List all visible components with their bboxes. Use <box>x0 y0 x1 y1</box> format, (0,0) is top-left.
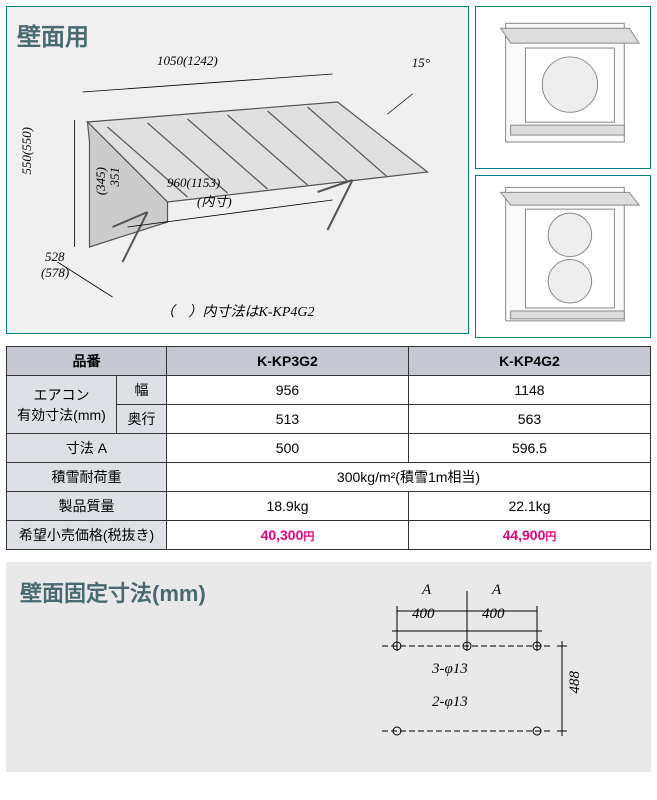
side-column <box>475 6 651 338</box>
bottom-title: 壁面固定寸法 <box>20 581 152 606</box>
main-diagram: 壁面用 <box>6 6 469 334</box>
dim-depth2: (578) <box>41 265 69 281</box>
section-title: 壁面用 <box>17 17 458 52</box>
bottom-unit: (mm) <box>152 581 206 606</box>
install-image-2 <box>475 175 651 338</box>
td-w2: 1148 <box>408 376 650 405</box>
dim-depth1: 528 <box>45 249 65 265</box>
th-mass: 製品質量 <box>7 492 167 521</box>
td-p2: 44,900円 <box>408 521 650 550</box>
th-dima: 寸法 A <box>7 434 167 463</box>
td-w1: 956 <box>167 376 409 405</box>
td-p1: 40,300円 <box>167 521 409 550</box>
dim-angle: 15° <box>412 55 430 71</box>
th-col2: K-KP4G2 <box>408 347 650 376</box>
price-1: 40,300 <box>261 527 304 543</box>
th-depth: 奥行 <box>117 405 167 434</box>
dim-inner-lbl: (内寸) <box>197 191 232 210</box>
lbl-holes1: 3-φ13 <box>432 661 468 678</box>
lbl-h: 488 <box>567 671 584 694</box>
bottom-section: 壁面固定寸法(mm) A A 400 <box>6 562 651 772</box>
lbl-holes2: 2-φ13 <box>432 694 468 711</box>
diagram-note: （ ）内寸法はK-KP4G2 <box>161 301 315 321</box>
th-col1: K-KP3G2 <box>167 347 409 376</box>
th-width: 幅 <box>117 376 167 405</box>
td-d2: 563 <box>408 405 650 434</box>
price-2: 44,900 <box>503 527 546 543</box>
bracket-drawing <box>17 52 458 322</box>
yen-1: 円 <box>303 531 314 543</box>
install-image-1 <box>475 6 651 169</box>
dim-top-width: 1050(1242) <box>157 53 218 69</box>
lbl-w2: 400 <box>482 606 505 623</box>
dim-inner-w: 960(1153) <box>167 175 220 191</box>
td-snow: 300kg/m²(積雪1m相当) <box>167 463 651 492</box>
top-row: 壁面用 <box>6 6 651 338</box>
td-m2: 22.1kg <box>408 492 650 521</box>
yen-2: 円 <box>545 531 556 543</box>
lbl-a1: A <box>422 582 431 599</box>
th-aircon: エアコン 有効寸法(mm) <box>7 376 117 434</box>
th-item: 品番 <box>7 347 167 376</box>
td-m1: 18.9kg <box>167 492 409 521</box>
dim-h3: 351 <box>107 167 123 187</box>
th-price: 希望小売価格(税抜き) <box>7 521 167 550</box>
dim-height: 550(550) <box>19 127 35 175</box>
td-d1: 513 <box>167 405 409 434</box>
fix-diagram: A A 400 400 3-φ13 2-φ13 488 <box>337 576 637 758</box>
spec-table: 品番 K-KP3G2 K-KP4G2 エアコン 有効寸法(mm) 幅 956 1… <box>6 346 651 550</box>
lbl-a2: A <box>492 582 501 599</box>
lbl-w1: 400 <box>412 606 435 623</box>
th-snow: 積雪耐荷重 <box>7 463 167 492</box>
td-a2: 596.5 <box>408 434 650 463</box>
td-a1: 500 <box>167 434 409 463</box>
